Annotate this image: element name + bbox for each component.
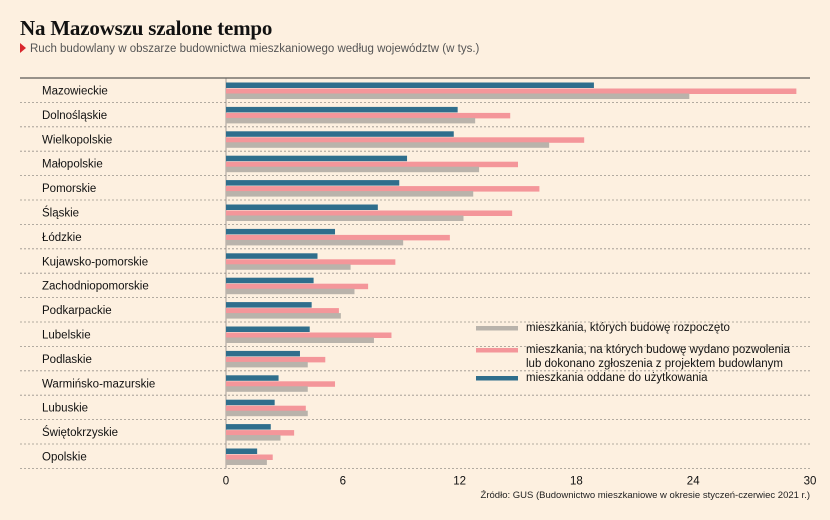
legend-swatch-permits	[476, 348, 518, 353]
red-triangle-icon	[20, 43, 26, 53]
bar-permits	[226, 137, 585, 143]
bar-completed	[226, 399, 275, 406]
bar-permits	[226, 454, 273, 460]
bar-completed	[226, 277, 314, 284]
bar-started	[226, 239, 404, 246]
bar-started	[226, 337, 374, 343]
bar-completed	[226, 448, 258, 454]
bar-started	[226, 361, 308, 368]
category-label: Lubuskie	[42, 403, 88, 415]
legend-label-started: mieszkania, których budowę rozpoczęto	[526, 322, 730, 334]
x-tick-label: 24	[687, 475, 700, 487]
bar-permits	[226, 381, 336, 387]
bar-permits	[226, 186, 540, 192]
bar-permits	[226, 332, 392, 338]
bar-started	[226, 93, 690, 99]
category-label: Mazowieckie	[42, 86, 108, 98]
bar-permits	[226, 430, 295, 436]
bar-started	[226, 142, 550, 148]
bar-permits	[226, 308, 339, 314]
legend-swatch-completed	[476, 376, 518, 381]
x-tick-label: 6	[340, 475, 346, 487]
category-label: Podlaskie	[42, 354, 92, 366]
bar-permits	[226, 234, 450, 241]
bar-permits	[226, 356, 326, 363]
bar-permits	[226, 210, 513, 216]
x-tick-label: 30	[804, 475, 817, 487]
bar-started	[226, 191, 474, 197]
source-note: Źródło: GUS (Budownictwo mieszkaniowe w …	[480, 490, 810, 501]
legend-swatch-started	[476, 326, 518, 331]
bar-completed	[226, 82, 594, 88]
bar-completed	[226, 106, 458, 113]
bar-permits	[226, 88, 797, 94]
category-label: Łódzkie	[42, 232, 82, 244]
category-label: Wielkopolskie	[42, 134, 112, 146]
category-label: Lubelskie	[42, 330, 91, 342]
bar-permits	[226, 161, 518, 168]
category-label: Zachodniopomorskie	[42, 281, 149, 293]
bar-permits	[226, 112, 511, 119]
bar-started	[226, 313, 341, 319]
bar-permits	[226, 405, 306, 412]
bar-started	[226, 117, 476, 124]
bar-started	[226, 386, 308, 392]
category-label: Warmińsko-mazurskie	[42, 378, 155, 390]
bar-completed	[226, 155, 408, 162]
chart-subtitle-text: Ruch budowlany w obszarze budownictwa mi…	[30, 43, 480, 55]
bar-started	[226, 459, 267, 465]
bar-started	[226, 166, 480, 173]
chart-title: Na Mazowszu szalone tempo	[20, 16, 273, 40]
bar-started	[226, 288, 355, 295]
legend-label-completed: mieszkania oddane do użytkowania	[526, 372, 708, 384]
bar-completed	[226, 228, 336, 235]
x-tick-label: 18	[570, 475, 583, 487]
bar-completed	[226, 204, 378, 210]
category-label: Dolnośląskie	[42, 110, 107, 122]
x-tick-label: 0	[223, 475, 229, 487]
bar-completed	[226, 131, 454, 137]
bar-completed	[226, 180, 400, 186]
bar-completed	[226, 302, 312, 308]
bar-started	[226, 435, 281, 441]
x-tick-label: 12	[453, 475, 466, 487]
category-label: Podkarpackie	[42, 305, 112, 317]
category-label: Śląskie	[42, 207, 79, 220]
category-label: Opolskie	[42, 452, 87, 464]
bar-started	[226, 264, 351, 270]
legend-label-permits: mieszkania, na których budowę wydano poz…	[526, 344, 791, 370]
category-label: Kujawsko-pomorskie	[42, 256, 148, 268]
bar-completed	[226, 424, 271, 430]
bar-completed	[226, 375, 279, 381]
bar-completed	[226, 350, 300, 357]
category-label: Pomorskie	[42, 183, 96, 195]
bar-permits	[226, 283, 369, 290]
category-label: Małopolskie	[42, 159, 103, 171]
chart-subtitle: Ruch budowlany w obszarze budownictwa mi…	[20, 43, 479, 55]
bar-completed	[226, 253, 318, 259]
bar-started	[226, 215, 464, 221]
category-label: Świętokrzyskie	[42, 426, 118, 439]
bar-completed	[226, 326, 310, 332]
bar-started	[226, 410, 308, 417]
bar-permits	[226, 259, 396, 265]
